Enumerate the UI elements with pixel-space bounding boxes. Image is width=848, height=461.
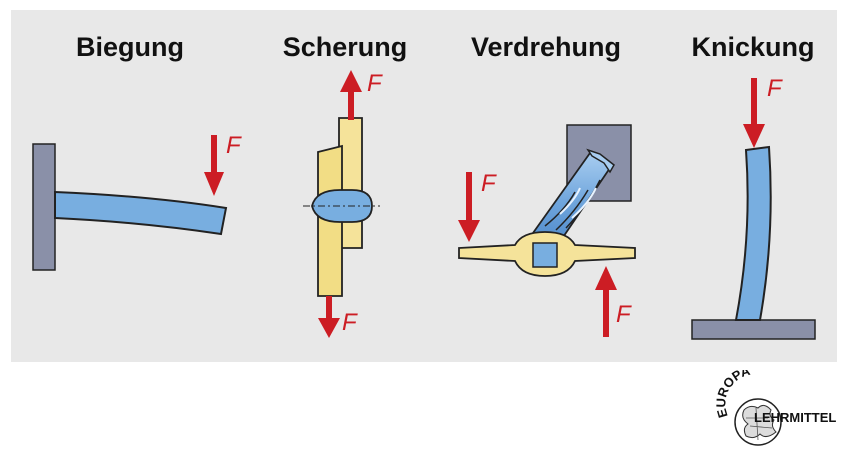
force-label: F xyxy=(481,170,497,197)
europa-lehrmittel-logo: EUROPA LEHRMITTEL xyxy=(716,370,836,446)
force-arrow-torsion-down xyxy=(458,172,480,242)
title-knickung: Knickung xyxy=(691,32,815,62)
force-arrow-torsion-up xyxy=(595,266,617,337)
title-verdrehung: Verdrehung xyxy=(470,32,622,62)
shear-diagram: F F xyxy=(303,70,383,338)
force-label: F xyxy=(226,132,242,159)
force-label: F xyxy=(342,309,358,336)
ground-support xyxy=(691,319,816,340)
force-label: F xyxy=(767,75,783,102)
force-arrow-shear-up xyxy=(340,70,362,120)
logo-bottom-text: LEHRMITTEL xyxy=(754,410,836,425)
shear-rivet xyxy=(311,189,373,223)
bending-beam xyxy=(54,190,228,236)
force-label: F xyxy=(367,70,383,97)
force-arrow-bending xyxy=(204,135,224,196)
title-biegung: Biegung xyxy=(76,32,184,62)
force-label: F xyxy=(616,301,632,328)
buckling-diagram: F xyxy=(691,75,816,340)
buckling-column xyxy=(734,145,772,321)
bending-diagram: F xyxy=(32,132,242,271)
wall-support xyxy=(32,143,56,271)
torsion-diagram: F F xyxy=(458,124,636,337)
diagram-panel xyxy=(11,10,837,362)
force-arrow-shear-down xyxy=(318,296,340,338)
force-arrow-buckling xyxy=(743,78,765,148)
wrench-square-drive xyxy=(532,242,558,268)
title-scherung: Scherung xyxy=(282,32,408,62)
